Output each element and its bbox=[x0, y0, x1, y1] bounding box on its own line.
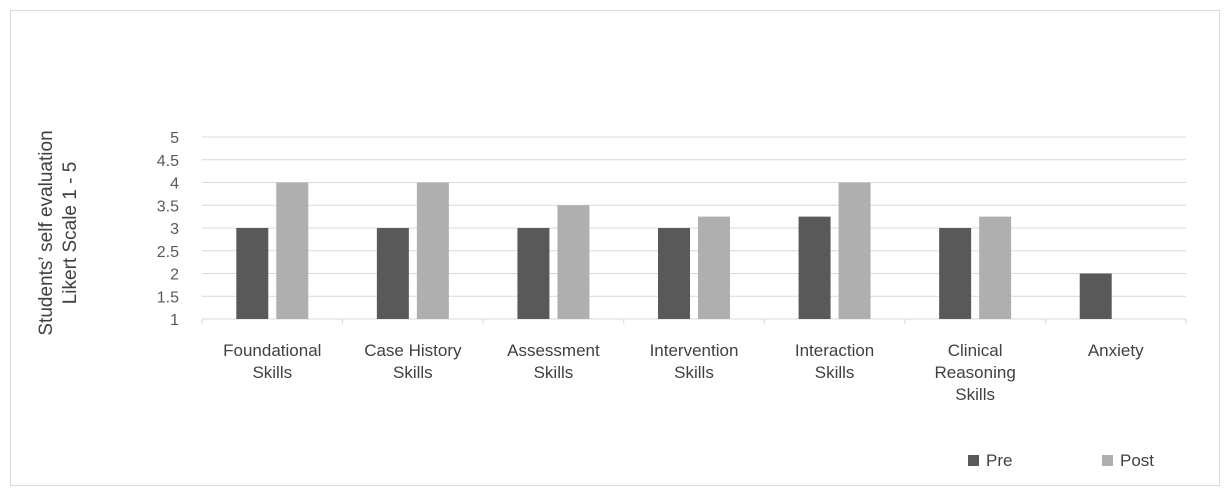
x-category-label: Interaction Skills bbox=[795, 341, 874, 382]
y-tick-label: 1 bbox=[170, 312, 179, 329]
legend-label-post: Post bbox=[1120, 451, 1154, 470]
bar-post bbox=[698, 216, 730, 319]
x-category-label: Case History Skills bbox=[364, 341, 462, 382]
y-tick-label: 3 bbox=[170, 221, 179, 238]
bar-post bbox=[276, 182, 309, 319]
bar-pre bbox=[517, 228, 550, 319]
bar-post bbox=[838, 182, 871, 319]
y-tick-label: 4 bbox=[170, 176, 179, 193]
x-category-label: Assessment Skills bbox=[507, 341, 600, 382]
bar-post bbox=[979, 216, 1012, 319]
legend-label-pre: Pre bbox=[986, 451, 1012, 470]
y-tick-label: 2 bbox=[170, 267, 179, 284]
legend-swatch-pre bbox=[968, 455, 979, 466]
bar-post bbox=[557, 205, 590, 319]
legend-swatch-post bbox=[1102, 455, 1113, 466]
bars bbox=[236, 182, 1112, 319]
x-category-label: Foundational Skills bbox=[223, 341, 321, 382]
y-tick-label: 1.5 bbox=[157, 289, 179, 306]
bar-pre bbox=[236, 228, 269, 319]
x-category-label: Anxiety bbox=[1088, 341, 1144, 360]
y-axis-label: Students’ self evaluation Likert Scale 1 … bbox=[36, 130, 81, 335]
bar-pre bbox=[939, 228, 972, 319]
chart-frame bbox=[10, 10, 1220, 486]
y-axis-title: Students’ self evaluation Likert Scale 1 … bbox=[36, 130, 81, 335]
y-tick-label: 2.5 bbox=[157, 244, 179, 261]
gridlines bbox=[201, 136, 1187, 324]
bar-pre bbox=[798, 216, 831, 319]
legend: Pre Post bbox=[968, 451, 1154, 470]
x-category-label: Intervention Skills bbox=[650, 341, 739, 382]
bar-pre bbox=[658, 228, 690, 319]
y-tick-label: 5 bbox=[170, 130, 179, 147]
x-category-label: Clinical Reasoning Skills bbox=[935, 341, 1016, 404]
bar-post bbox=[416, 182, 449, 319]
y-tick-label: 3.5 bbox=[157, 198, 179, 215]
bar-pre bbox=[376, 228, 409, 319]
y-tick-labels: 1 1.5 2 2.5 3 3.5 4 4.5 5 bbox=[157, 130, 179, 329]
y-tick-label: 4.5 bbox=[157, 153, 179, 170]
bar-pre bbox=[1079, 273, 1112, 319]
x-category-labels: Foundational Skills Case History Skills Asse… bbox=[223, 341, 1144, 404]
